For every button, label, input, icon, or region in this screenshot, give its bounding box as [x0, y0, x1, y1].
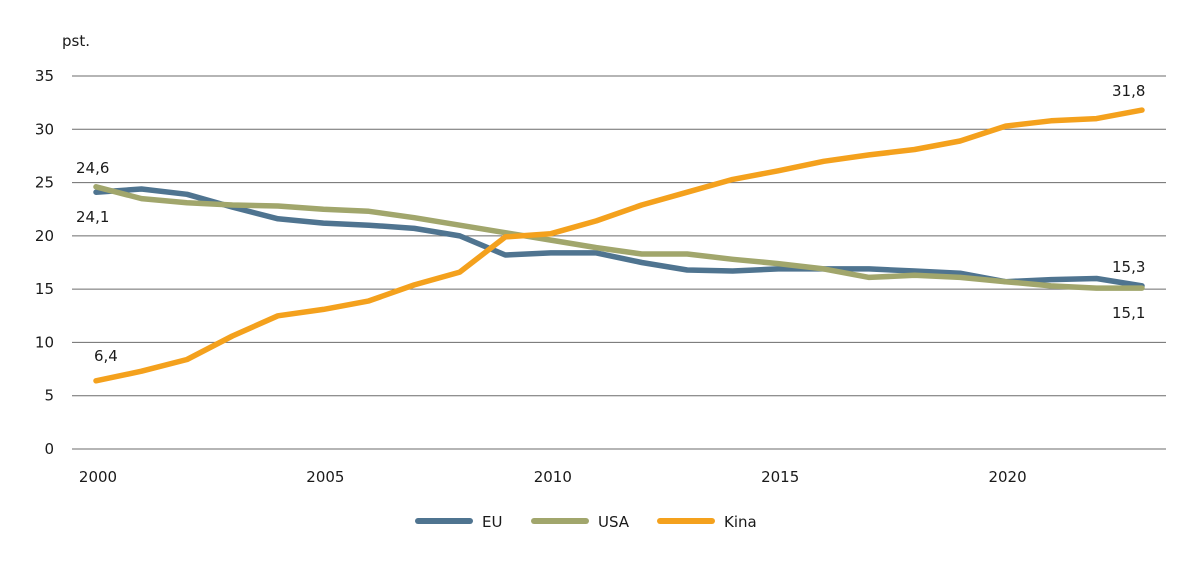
y-tick-label: 30: [35, 120, 54, 138]
y-tick-label: 0: [44, 440, 54, 458]
legend-item-eu: EU: [415, 513, 502, 531]
y-tick-label: 5: [44, 387, 54, 405]
x-axis-ticks: 2000 2005 2010 2015 2020: [79, 468, 1027, 486]
y-tick-label: 35: [35, 67, 54, 85]
data-label-kina: 31,8: [1112, 82, 1145, 100]
data-label-eu: 24,1: [76, 208, 109, 226]
data-label-eu: 15,3: [1112, 258, 1145, 276]
legend-label: USA: [598, 513, 630, 531]
data-label-usa: 15,1: [1112, 304, 1145, 322]
y-tick-label: 25: [35, 174, 54, 192]
legend-label: Kina: [724, 513, 757, 531]
series-line-eu: [93, 186, 1145, 289]
legend: EU USA Kina: [415, 513, 757, 531]
gridlines: [72, 75, 1166, 450]
data-label-usa: 24,6: [76, 159, 109, 177]
x-tick-label: 2005: [306, 468, 344, 486]
legend-item-kina: Kina: [657, 513, 757, 531]
legend-label: EU: [482, 513, 502, 531]
legend-item-usa: USA: [531, 513, 630, 531]
y-tick-label: 15: [35, 280, 54, 298]
y-axis-unit-label: pst.: [62, 32, 90, 50]
series-line-usa: [93, 184, 1145, 291]
series-line-kina: [93, 107, 1145, 384]
x-tick-label: 2000: [79, 468, 117, 486]
data-labels: 24,6 24,1 6,4 31,8 15,3 15,1: [76, 82, 1145, 365]
x-tick-label: 2020: [988, 468, 1026, 486]
data-label-kina: 6,4: [94, 347, 118, 365]
y-tick-label: 10: [35, 333, 54, 351]
y-tick-label: 20: [35, 227, 54, 245]
series-lines: [93, 107, 1145, 384]
x-tick-label: 2015: [761, 468, 799, 486]
x-tick-label: 2010: [534, 468, 572, 486]
y-axis-ticks: 0 5 10 15 20 25 30 35: [35, 67, 54, 458]
